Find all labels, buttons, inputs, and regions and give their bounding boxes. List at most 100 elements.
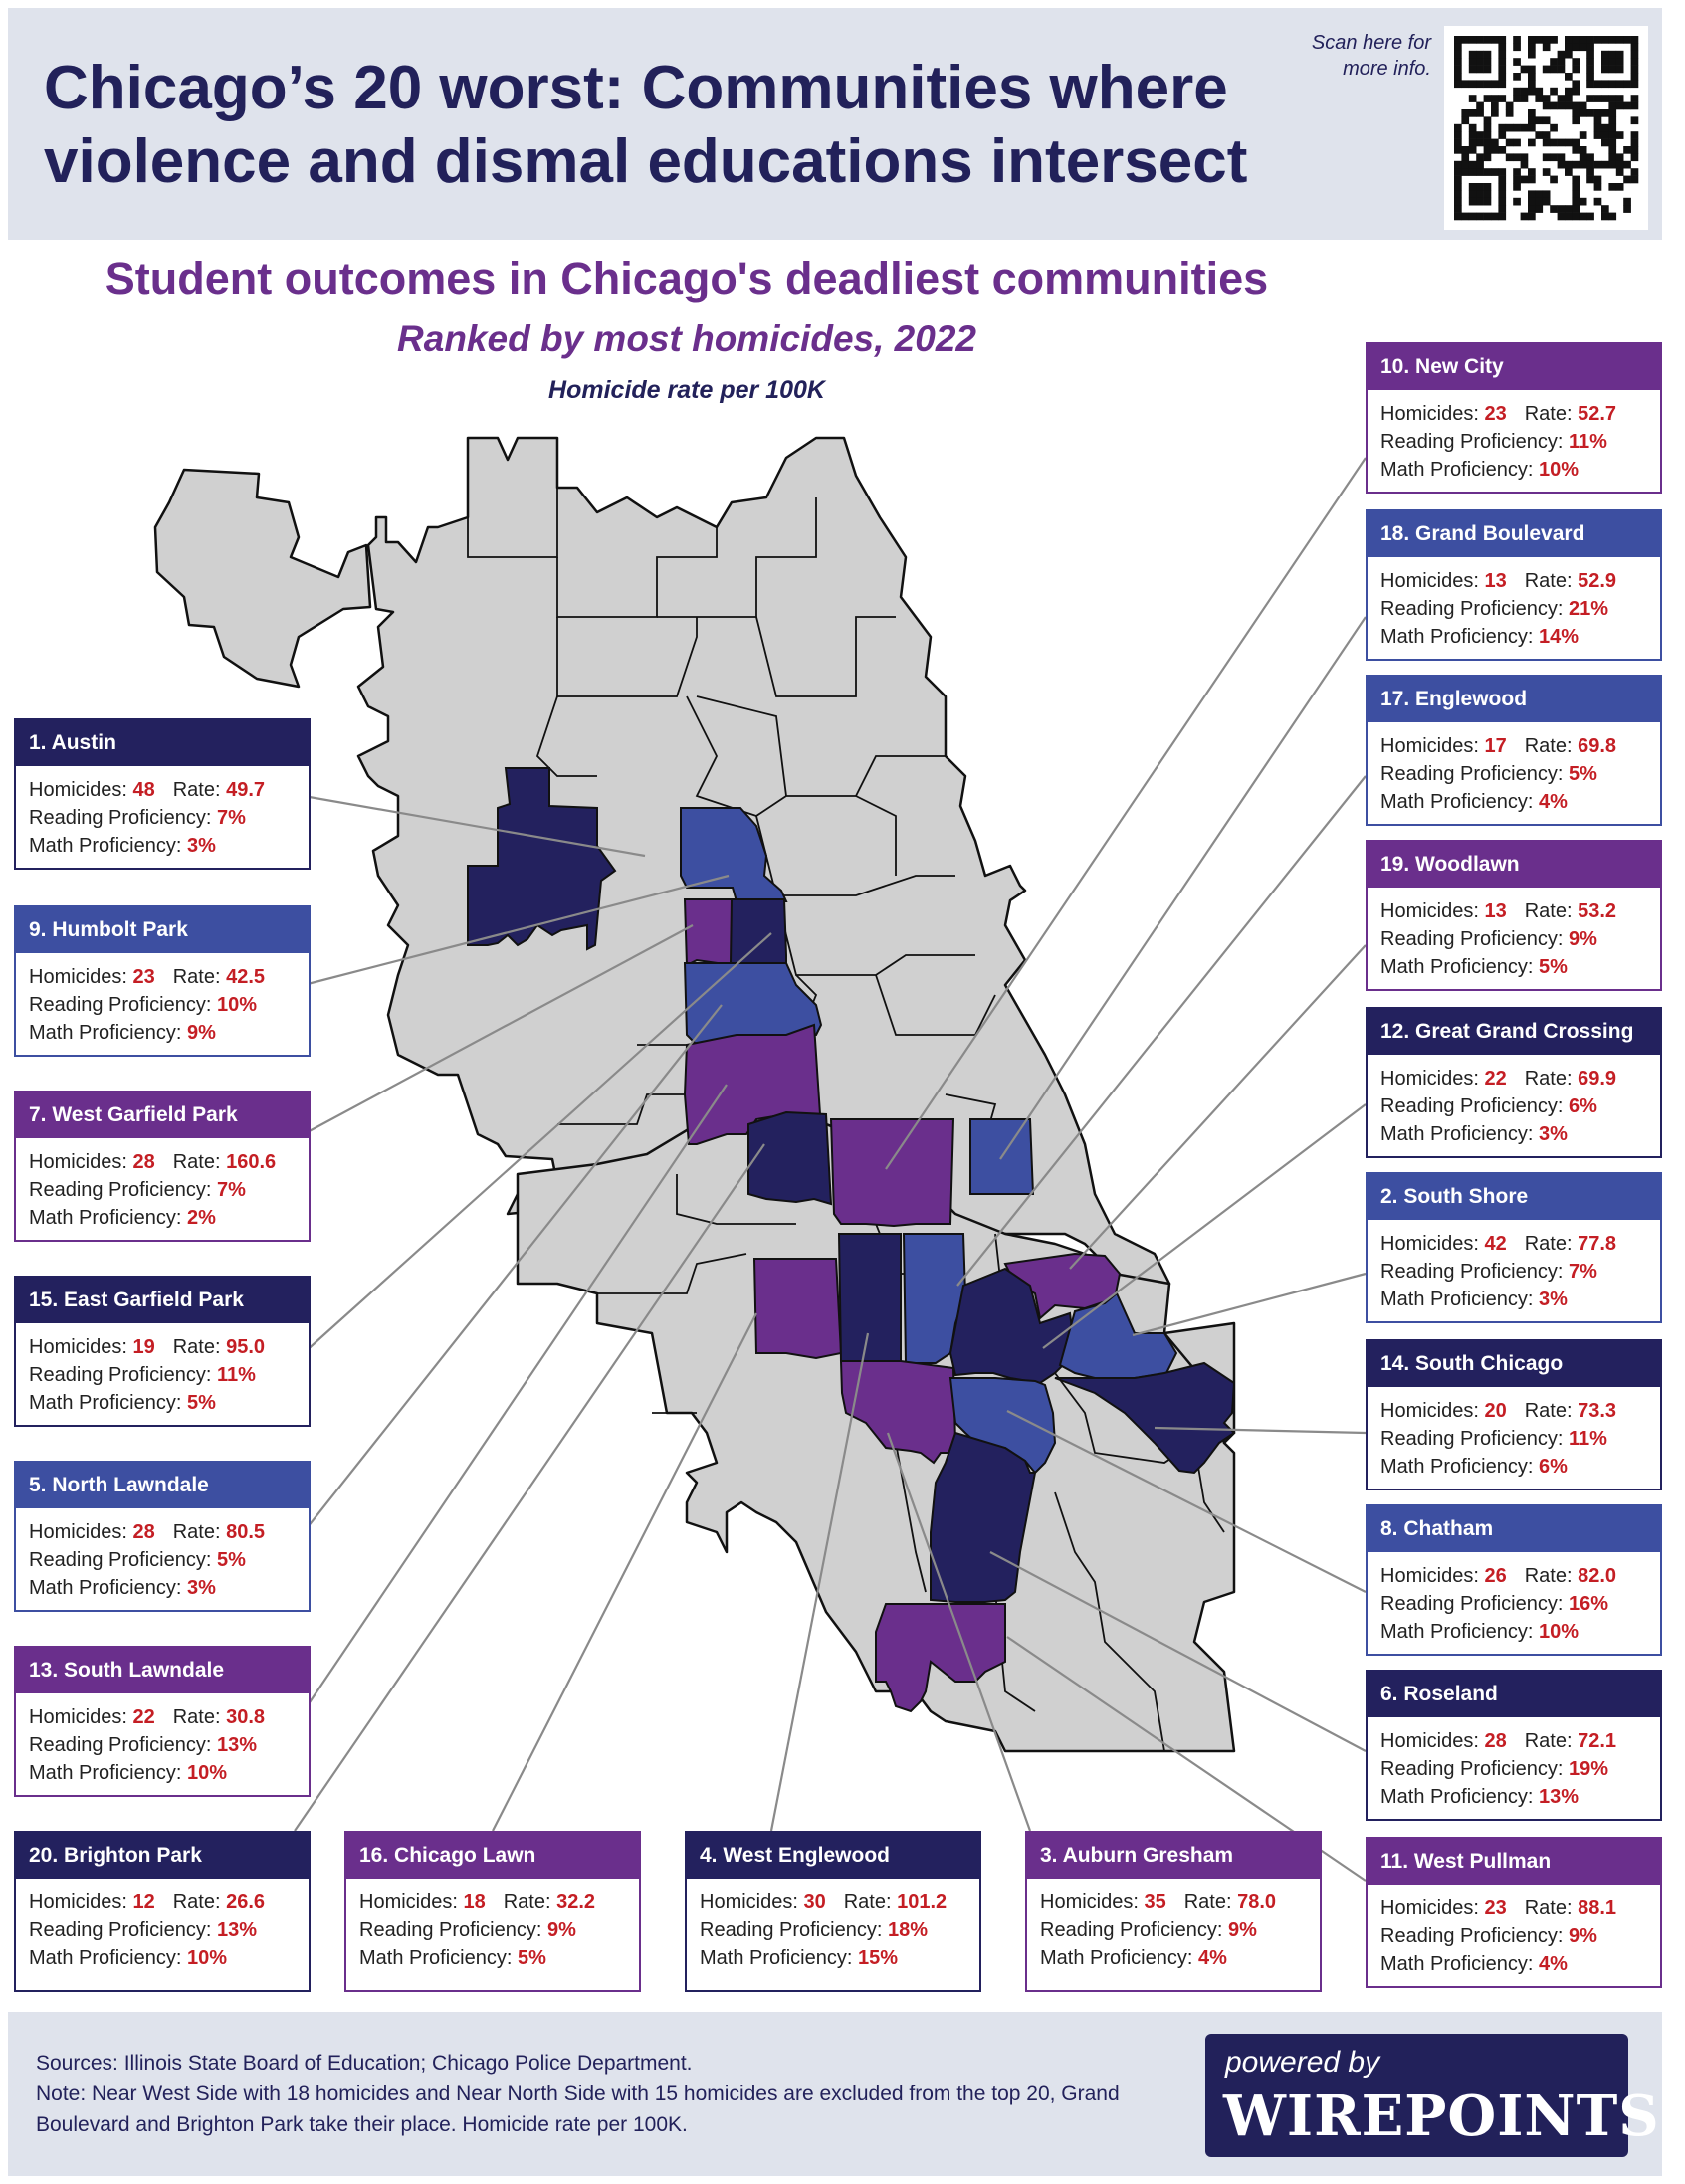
header-banner: Chicago’s 20 worst: Communities where vi…: [8, 8, 1662, 240]
footer-banner: Sources: Illinois State Board of Educati…: [8, 2012, 1662, 2176]
reading-label: Reading Proficiency:: [1040, 1919, 1228, 1941]
math-label: Math Proficiency:: [29, 1022, 187, 1044]
card-title: 20. Brighton Park: [16, 1833, 309, 1879]
card-title: 14. South Chicago: [1368, 1341, 1660, 1387]
reading-value: 5%: [1568, 763, 1597, 785]
rate-value: 95.0: [226, 1336, 266, 1358]
rate-value: 52.7: [1578, 403, 1617, 425]
reading-value: 9%: [1568, 928, 1597, 950]
card-title: 15. East Garfield Park: [16, 1278, 309, 1323]
leader-line-20-brighton-park: [294, 1143, 765, 1832]
math-label: Math Proficiency:: [29, 1392, 187, 1414]
math-label: Math Proficiency:: [700, 1947, 858, 1969]
leader-line-14-south-chicago: [1154, 1426, 1367, 1435]
math-label: Math Proficiency:: [1380, 956, 1539, 978]
math-row: Math Proficiency: 10%: [29, 1759, 301, 1787]
homicide-row: Homicides: 17 Rate: 69.8: [1380, 732, 1652, 760]
leader-line-9-humbolt-park: [303, 874, 730, 987]
leader-line-6-roseland: [989, 1551, 1367, 1752]
reading-value: 6%: [1568, 1095, 1597, 1117]
card-stats: Homicides: 42 Rate: 77.8 Reading Proficien…: [1368, 1220, 1660, 1321]
area-chicago-lawn: [752, 1258, 843, 1360]
math-row: Math Proficiency: 6%: [1380, 1453, 1652, 1481]
logo-wordmark: WIREPOINTS: [1223, 2084, 1660, 2149]
community-card-19-woodlawn: 19. Woodlawn Homicides: 13 Rate: 53.2 Readi…: [1366, 840, 1662, 991]
homicide-row: Homicides: 23 Rate: 42.5: [29, 963, 301, 991]
homicides-label: Homicides:: [1380, 735, 1485, 757]
homicide-row: Homicides: 42 Rate: 77.8: [1380, 1230, 1652, 1258]
reading-label: Reading Proficiency:: [29, 807, 217, 829]
community-card-7-west-garfield-park: 7. West Garfield Park Homicides: 28 Rate: …: [14, 1091, 311, 1242]
reading-value: 9%: [1568, 1925, 1597, 1947]
card-stats: Homicides: 35 Rate: 78.0 Reading Proficien…: [1027, 1879, 1320, 1980]
homicide-row: Homicides: 20 Rate: 73.3: [1380, 1397, 1652, 1425]
card-stats: Homicides: 13 Rate: 53.2 Reading Proficien…: [1368, 888, 1660, 989]
reading-label: Reading Proficiency:: [1380, 598, 1569, 620]
area-austin: [467, 767, 617, 951]
math-label: Math Proficiency:: [29, 1207, 187, 1229]
homicide-row: Homicides: 48 Rate: 49.7: [29, 776, 301, 804]
homicides-label: Homicides:: [29, 1891, 133, 1913]
card-title: 13. South Lawndale: [16, 1648, 309, 1693]
rate-label: Rate:: [1524, 1233, 1579, 1255]
rate-value: 78.0: [1237, 1891, 1277, 1913]
math-row: Math Proficiency: 5%: [1380, 953, 1652, 981]
rate-value: 52.9: [1578, 570, 1617, 592]
rate-label: Rate:: [1524, 1068, 1579, 1090]
community-card-15-east-garfield-park: 15. East Garfield Park Homicides: 19 Rate:…: [14, 1276, 311, 1427]
math-label: Math Proficiency:: [1380, 1456, 1539, 1478]
homicide-row: Homicides: 26 Rate: 82.0: [1380, 1562, 1652, 1590]
math-label: Math Proficiency:: [1380, 626, 1539, 648]
qr-code-icon[interactable]: [1444, 26, 1648, 230]
homicides-value: 48: [132, 779, 155, 801]
reading-row: Reading Proficiency: 13%: [29, 1731, 301, 1759]
rate-label: Rate:: [172, 1521, 227, 1543]
math-row: Math Proficiency: 13%: [1380, 1783, 1652, 1811]
homicides-label: Homicides:: [1380, 403, 1485, 425]
card-stats: Homicides: 26 Rate: 82.0 Reading Proficien…: [1368, 1552, 1660, 1654]
reading-value: 10%: [216, 994, 258, 1016]
community-card-6-roseland: 6. Roseland Homicides: 28 Rate: 72.1 Readin…: [1366, 1670, 1662, 1821]
leader-line-2-south-shore: [1132, 1272, 1367, 1337]
math-row: Math Proficiency: 10%: [1380, 1618, 1652, 1646]
card-stats: Homicides: 23 Rate: 88.1 Reading Proficien…: [1368, 1885, 1660, 1986]
reading-label: Reading Proficiency:: [29, 1364, 217, 1386]
reading-row: Reading Proficiency: 9%: [1380, 925, 1652, 953]
leader-lines: [294, 457, 1367, 1882]
reading-row: Reading Proficiency: 13%: [29, 1916, 301, 1944]
math-row: Math Proficiency: 10%: [1380, 456, 1652, 484]
area-west-englewood: [837, 1233, 902, 1365]
homicides-value: 28: [1484, 1730, 1507, 1752]
homicides-label: Homicides:: [29, 1521, 133, 1543]
math-value: 10%: [186, 1947, 227, 1969]
reading-row: Reading Proficiency: 9%: [1040, 1916, 1312, 1944]
homicides-value: 26: [1484, 1565, 1507, 1587]
homicide-row: Homicides: 22 Rate: 69.9: [1380, 1065, 1652, 1092]
area-roseland: [930, 1431, 1037, 1603]
card-title: 9. Humbolt Park: [16, 907, 309, 953]
leader-line-5-north-lawndale: [303, 1004, 723, 1533]
math-label: Math Proficiency:: [1380, 1123, 1539, 1145]
reading-row: Reading Proficiency: 6%: [1380, 1092, 1652, 1120]
community-card-4-west-englewood: 4. West Englewood Homicides: 30 Rate: 101.…: [685, 1831, 981, 1992]
wirepoints-logo[interactable]: powered by WIREPOINTS: [1205, 2034, 1659, 2157]
community-card-8-chatham: 8. Chatham Homicides: 26 Rate: 82.0 Reading…: [1366, 1504, 1662, 1656]
area-west-pullman: [875, 1603, 1006, 1713]
homicides-label: Homicides:: [1380, 900, 1485, 922]
homicides-value: 18: [463, 1891, 486, 1913]
community-card-18-grand-boulevard: 18. Grand Boulevard Homicides: 13 Rate: 52…: [1366, 509, 1662, 661]
math-value: 15%: [857, 1947, 898, 1969]
area-brighton-park: [747, 1110, 833, 1206]
reading-label: Reading Proficiency:: [1380, 1593, 1569, 1615]
community-card-11-west-pullman: 11. West Pullman Homicides: 23 Rate: 88.1 R…: [1366, 1837, 1662, 1988]
card-title: 6. Roseland: [1368, 1672, 1660, 1717]
rate-value: 69.9: [1578, 1068, 1617, 1090]
area-east-garfield-park: [729, 898, 787, 964]
math-value: 10%: [1538, 1621, 1579, 1643]
community-card-1-austin: 1. Austin Homicides: 48 Rate: 49.7 Reading …: [14, 718, 311, 870]
reading-value: 7%: [1568, 1261, 1597, 1283]
math-label: Math Proficiency:: [1380, 1289, 1539, 1310]
reading-value: 9%: [546, 1919, 576, 1941]
homicides-label: Homicides:: [1380, 1400, 1485, 1422]
math-row: Math Proficiency: 14%: [1380, 623, 1652, 651]
